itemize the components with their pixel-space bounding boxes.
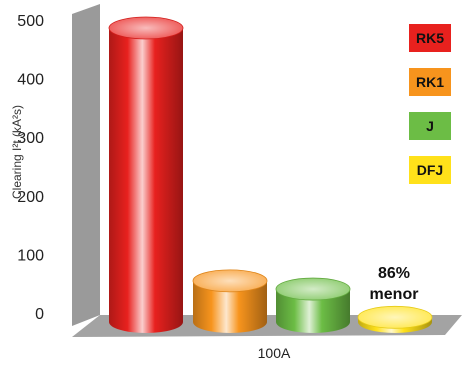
legend-item-dfj: DFJ [409,156,451,184]
bar-j [275,277,351,333]
y-tick-label: 100 [17,247,44,264]
bar-top [357,305,433,329]
bar-rk5 [108,16,184,333]
y-tick-label: 300 [17,130,44,147]
annotation-text: menor [369,286,419,303]
annotation-percent: 86% [377,265,411,282]
bar-rk1 [192,269,268,333]
chart-wall-back [100,4,462,315]
bar-body [193,280,267,333]
bar-dfj [357,305,433,333]
bar-body [109,28,183,333]
legend-item-j: J [409,112,451,140]
legend: RK5 RK1 J DFJ [409,24,451,200]
legend-item-rk1: RK1 [409,68,451,96]
y-tick-label: 400 [17,72,44,89]
y-tick-label: 200 [17,189,44,206]
bar-body [276,289,350,333]
chart-wall-left [72,4,100,326]
reduction-annotation: 86% menor [356,263,432,305]
bar-top [108,16,184,40]
legend-item-rk5: RK5 [409,24,451,52]
bar-top [275,277,351,301]
x-category-label: 100A [258,345,291,361]
bar-top [192,269,268,293]
y-axis-label: Clearing I²t (kA²s) [10,105,24,200]
y-tick-label: 500 [17,13,44,30]
bar-body [358,317,432,333]
y-tick-label: 0 [35,306,44,323]
